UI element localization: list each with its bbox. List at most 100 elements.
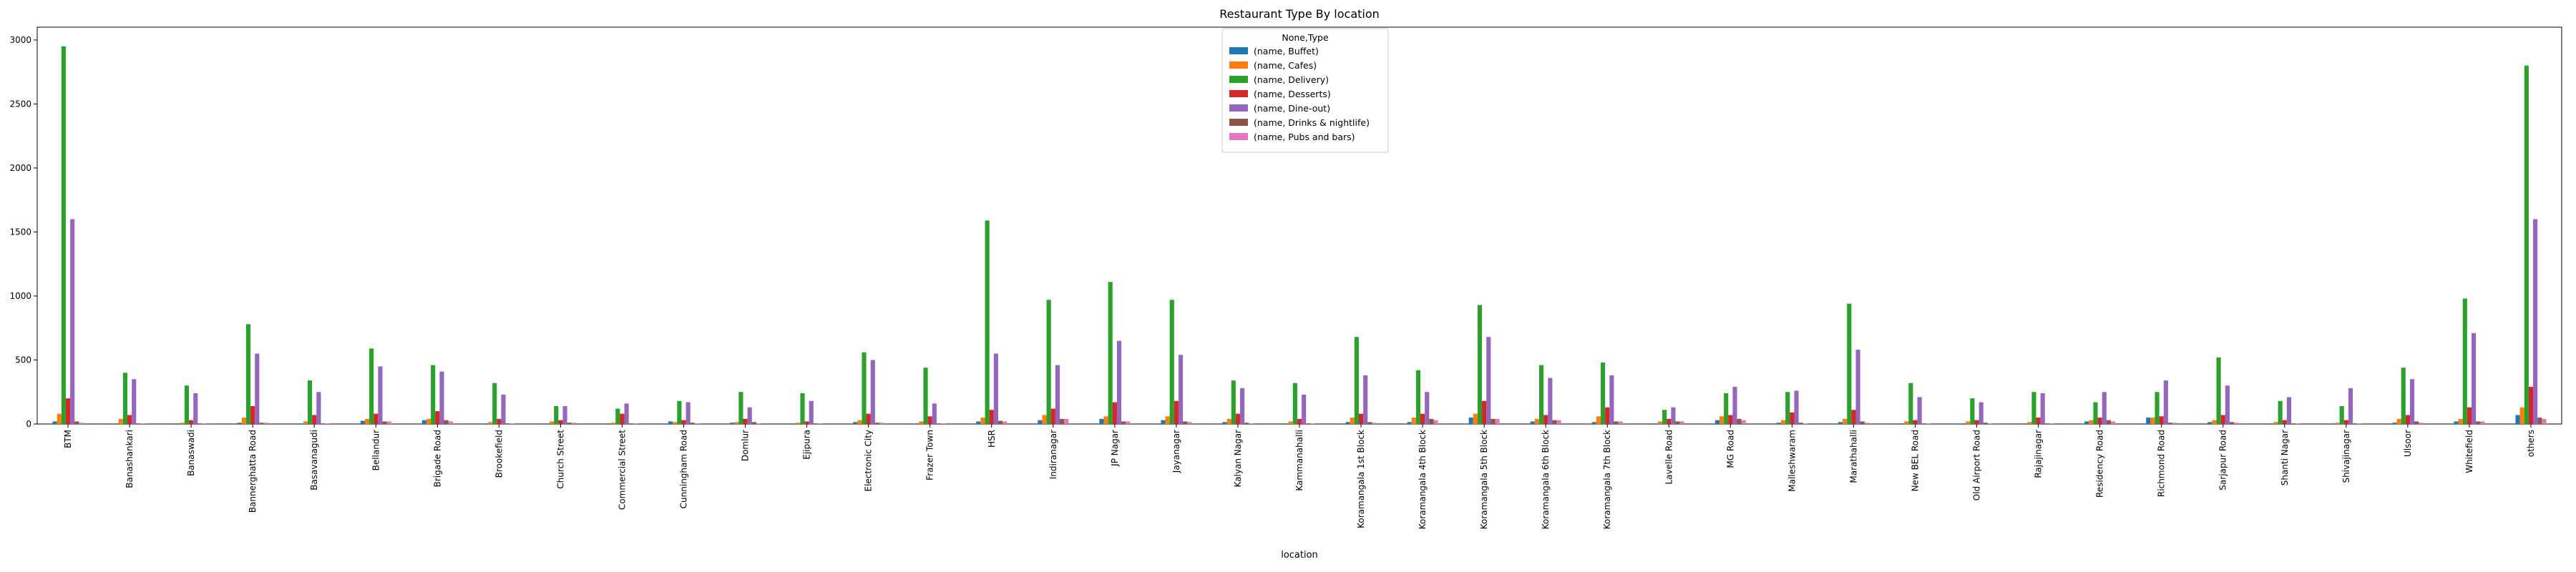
bar xyxy=(980,418,985,424)
bar xyxy=(941,423,946,424)
bar xyxy=(1363,375,1368,424)
bar xyxy=(360,420,365,424)
y-tick-label: 3000 xyxy=(9,35,31,45)
bar xyxy=(1103,416,1108,424)
x-tick-label: Brigade Road xyxy=(432,430,442,487)
x-tick-label: Ulsoor xyxy=(2403,430,2413,457)
bar xyxy=(1491,418,1496,424)
bar xyxy=(52,421,57,424)
x-tick-label: Koramangala 4th Block xyxy=(1418,430,1428,529)
bar xyxy=(2542,418,2547,424)
bar xyxy=(1116,340,1122,424)
x-tick-label: Frazer Town xyxy=(925,430,935,480)
bar xyxy=(1917,397,1922,424)
bar xyxy=(870,360,875,424)
x-tick-label: Jayanagar xyxy=(1171,430,1181,473)
bar xyxy=(817,423,823,424)
bar xyxy=(1855,350,1860,424)
bar xyxy=(1847,303,1852,424)
bar xyxy=(1794,390,1799,424)
x-tick-label: Cunningham Road xyxy=(679,430,689,508)
bar xyxy=(1591,422,1596,424)
bar xyxy=(2396,418,2401,424)
x-tick-label: Malleshwaram xyxy=(1787,430,1797,492)
bar xyxy=(505,423,510,424)
bar xyxy=(624,403,629,424)
bar xyxy=(628,423,633,424)
x-tick-label: Commercial Street xyxy=(617,430,627,510)
bar xyxy=(1719,416,1724,424)
x-tick-label: Bannerghatta Road xyxy=(248,430,258,513)
x-tick-label: Basavanagudi xyxy=(309,430,319,490)
legend-swatch xyxy=(1229,133,1248,140)
bar xyxy=(1126,421,1131,424)
bar xyxy=(1297,418,1302,424)
bar xyxy=(800,393,805,424)
bar xyxy=(751,422,756,424)
bar xyxy=(1235,413,1241,424)
bar xyxy=(730,423,735,424)
bar xyxy=(2044,423,2049,424)
bar xyxy=(1838,422,1843,424)
bar xyxy=(321,423,326,424)
bar xyxy=(1785,392,1790,424)
bar xyxy=(1974,420,1979,424)
x-tick-label: Indiranagar xyxy=(1048,430,1058,479)
bar xyxy=(312,415,317,424)
bar xyxy=(1552,420,1557,424)
bar xyxy=(118,418,123,424)
bar xyxy=(571,423,576,424)
bar xyxy=(79,423,84,424)
bar xyxy=(1662,410,1667,424)
bar xyxy=(57,413,62,424)
bar xyxy=(1046,300,1051,424)
bar xyxy=(1961,423,1966,424)
bar xyxy=(2331,423,2336,424)
x-tick-label: Electronic City xyxy=(864,430,874,491)
legend-label: (name, Cafes) xyxy=(1254,60,1317,71)
y-axis: 0 500 1000 1500 2000 2500 3000 xyxy=(9,35,37,429)
bar xyxy=(879,423,884,424)
bar xyxy=(2106,420,2111,424)
x-tick-label: Ejipura xyxy=(802,430,812,460)
bar xyxy=(483,423,488,424)
bar xyxy=(2519,407,2524,424)
x-tick-label: Domlur xyxy=(741,430,751,461)
bar xyxy=(263,423,268,424)
bar xyxy=(122,373,127,424)
bar xyxy=(374,413,379,424)
bar xyxy=(1913,420,1918,424)
bar xyxy=(1802,423,1807,424)
bar xyxy=(1601,363,1606,424)
bar xyxy=(1675,421,1680,424)
bar xyxy=(2467,407,2472,424)
x-tick-label: Koramangala 6th Block xyxy=(1541,430,1551,529)
bar xyxy=(2462,298,2467,424)
bar xyxy=(497,418,502,424)
bar xyxy=(927,416,932,424)
bar xyxy=(554,405,559,424)
x-tick-label: Rajajinagar xyxy=(2034,430,2044,478)
x-tick-label: Whitefield xyxy=(2464,430,2474,473)
bar xyxy=(1222,422,1227,424)
bar xyxy=(1966,421,1971,424)
y-tick-label: 500 xyxy=(15,355,31,365)
bars-group xyxy=(52,46,2547,425)
bar xyxy=(426,418,431,424)
bar xyxy=(681,420,686,424)
bar xyxy=(796,423,801,424)
bar xyxy=(1060,418,1065,424)
y-tick-label: 0 xyxy=(26,419,31,429)
bar xyxy=(804,421,809,424)
bar xyxy=(2476,421,2481,424)
bar xyxy=(1350,418,1355,424)
bar xyxy=(1534,418,1539,424)
bar xyxy=(668,421,673,424)
bar xyxy=(1618,421,1623,424)
x-tick-label: Lavelle Road xyxy=(1664,430,1674,485)
x-tick-label: BTM xyxy=(63,430,73,448)
bar xyxy=(874,423,880,424)
x-tick-label: New BEL Road xyxy=(1910,430,1920,491)
bar xyxy=(558,420,563,424)
